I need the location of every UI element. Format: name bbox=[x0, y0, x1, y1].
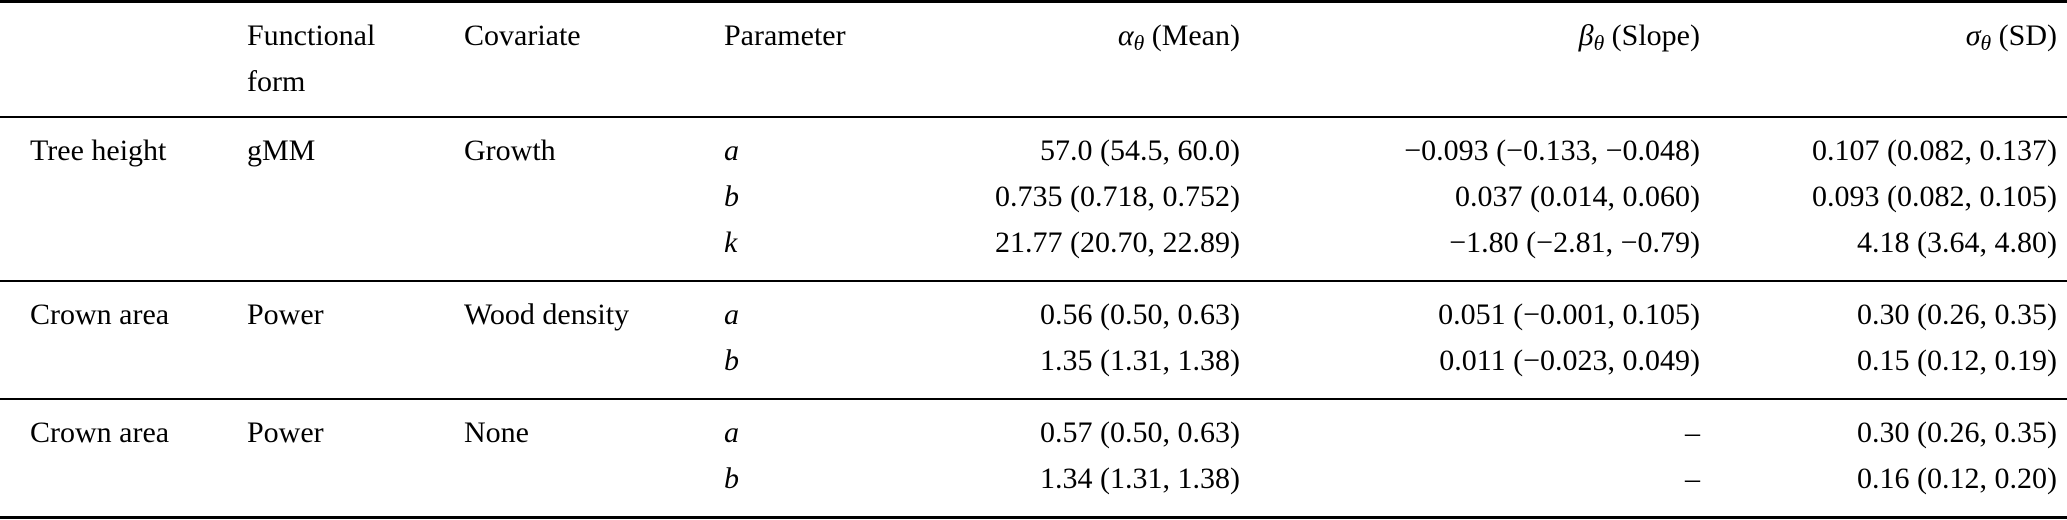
slope-cell: −0.093 (−0.133, −0.048) bbox=[1404, 134, 1700, 167]
parameter-cell: b bbox=[724, 344, 739, 377]
table-row: Crown area Power Wood density a 0.56 (0.… bbox=[0, 281, 2067, 338]
slope-suffix: (Slope) bbox=[1604, 19, 1700, 52]
parameter-cell: a bbox=[724, 298, 739, 331]
column-header-functional-form: Functional form bbox=[247, 19, 376, 98]
mean-suffix: (Mean) bbox=[1144, 19, 1240, 52]
covariate-cell: None bbox=[464, 416, 529, 449]
table-row: Crown area Power None a 0.57 (0.50, 0.63… bbox=[0, 399, 2067, 456]
sd-cell: 0.107 (0.082, 0.137) bbox=[1812, 134, 2057, 167]
table-row: b 1.35 (1.31, 1.38) 0.011 (−0.023, 0.049… bbox=[0, 338, 2067, 399]
mean-cell: 0.56 (0.50, 0.63) bbox=[1040, 298, 1240, 331]
slope-cell: 0.011 (−0.023, 0.049) bbox=[1439, 344, 1700, 377]
sd-cell: 0.16 (0.12, 0.20) bbox=[1857, 462, 2057, 495]
group-tree-height: Tree height gMM Growth a 57.0 (54.5, 60.… bbox=[0, 117, 2067, 281]
theta-subscript: θ bbox=[1133, 31, 1145, 56]
sd-cell: 4.18 (3.64, 4.80) bbox=[1857, 226, 2057, 259]
table-row: Tree height gMM Growth a 57.0 (54.5, 60.… bbox=[0, 117, 2067, 174]
sigma-symbol: σ bbox=[1965, 19, 1981, 52]
mean-cell: 57.0 (54.5, 60.0) bbox=[1040, 134, 1240, 167]
theta-subscript: θ bbox=[1980, 31, 1992, 56]
theta-subscript: θ bbox=[1593, 31, 1605, 56]
slope-cell: 0.051 (−0.001, 0.105) bbox=[1438, 298, 1700, 331]
mean-cell: 1.34 (1.31, 1.38) bbox=[1040, 462, 1240, 495]
mean-cell: 21.77 (20.70, 22.89) bbox=[995, 226, 1240, 259]
table-row: b 0.735 (0.718, 0.752) 0.037 (0.014, 0.0… bbox=[0, 174, 2067, 220]
sd-cell: 0.30 (0.26, 0.35) bbox=[1857, 416, 2057, 449]
parameter-cell: k bbox=[724, 226, 738, 259]
alpha-symbol: α bbox=[1117, 19, 1134, 52]
column-header-sd: σθ (SD) bbox=[1700, 2, 2067, 118]
slope-cell: 0.037 (0.014, 0.060) bbox=[1455, 180, 1700, 213]
mean-cell: 0.57 (0.50, 0.63) bbox=[1040, 416, 1240, 449]
sd-cell: 0.30 (0.26, 0.35) bbox=[1857, 298, 2057, 331]
parameter-cell: b bbox=[724, 180, 739, 213]
row-label: Crown area bbox=[30, 298, 170, 331]
parameter-cell: a bbox=[724, 416, 739, 449]
covariate-cell: Growth bbox=[464, 134, 556, 167]
sd-cell: 0.093 (0.082, 0.105) bbox=[1812, 180, 2057, 213]
row-label: Crown area bbox=[30, 416, 170, 449]
covariate-cell: Wood density bbox=[464, 298, 630, 331]
row-label: Tree height bbox=[30, 134, 167, 167]
mean-cell: 1.35 (1.31, 1.38) bbox=[1040, 344, 1240, 377]
slope-cell: – bbox=[1685, 462, 1700, 495]
column-header-parameter: Parameter bbox=[724, 19, 846, 52]
column-header-blank bbox=[0, 2, 217, 118]
parameter-cell: b bbox=[724, 462, 739, 495]
beta-symbol: β bbox=[1578, 19, 1594, 52]
column-header-slope: βθ (Slope) bbox=[1240, 2, 1700, 118]
functional-form-cell: Power bbox=[247, 298, 324, 331]
table-header-row: Functional form Covariate Parameter αθ (… bbox=[0, 2, 2067, 118]
functional-form-cell: Power bbox=[247, 416, 324, 449]
functional-form-cell: gMM bbox=[247, 134, 316, 167]
mean-cell: 0.735 (0.718, 0.752) bbox=[995, 180, 1240, 213]
parameter-cell: a bbox=[724, 134, 739, 167]
slope-cell: – bbox=[1685, 416, 1700, 449]
column-header-mean: αθ (Mean) bbox=[864, 2, 1240, 118]
sd-cell: 0.15 (0.12, 0.19) bbox=[1857, 344, 2057, 377]
sd-suffix: (SD) bbox=[1991, 19, 2057, 52]
group-crown-area-none: Crown area Power None a 0.57 (0.50, 0.63… bbox=[0, 399, 2067, 518]
column-header-covariate: Covariate bbox=[464, 19, 581, 52]
group-crown-area-wood-density: Crown area Power Wood density a 0.56 (0.… bbox=[0, 281, 2067, 399]
table-row: b 1.34 (1.31, 1.38) – 0.16 (0.12, 0.20) bbox=[0, 456, 2067, 518]
table-row: k 21.77 (20.70, 22.89) −1.80 (−2.81, −0.… bbox=[0, 220, 2067, 281]
slope-cell: −1.80 (−2.81, −0.79) bbox=[1449, 226, 1700, 259]
